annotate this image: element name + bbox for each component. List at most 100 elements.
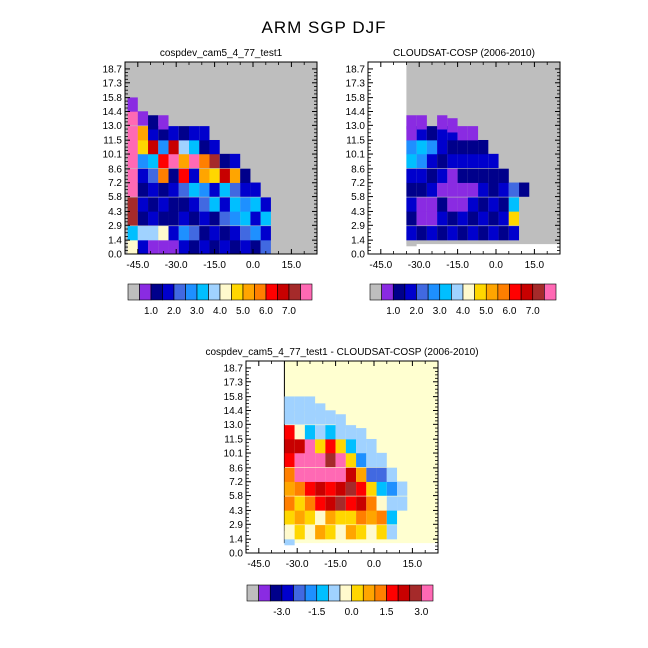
heatmap-cell — [426, 153, 438, 169]
colorbar-box — [397, 584, 411, 602]
heatmap-cell — [416, 126, 427, 141]
heatmap-cell — [209, 226, 220, 241]
colorbar-box — [462, 283, 475, 301]
heatmap-cell — [488, 153, 499, 169]
colorbar-label: 3.0 — [414, 607, 428, 618]
heatmap-cell — [447, 168, 458, 183]
y-tick-label: 2.9 — [108, 221, 122, 232]
colorbar-label: -3.0 — [273, 607, 291, 618]
heatmap-cell — [229, 168, 241, 183]
heatmap-cell — [260, 211, 271, 226]
heatmap-cell — [508, 211, 520, 226]
heatmap-cell — [325, 481, 336, 496]
heatmap-cell — [447, 182, 458, 197]
heatmap-cell — [356, 438, 367, 454]
heatmap-cell — [127, 126, 138, 141]
heatmap-cell — [284, 425, 295, 440]
heatmap-cell — [137, 211, 149, 226]
no-data-region — [246, 543, 438, 553]
heatmap-cell — [386, 481, 398, 496]
heatmap-cell — [209, 211, 220, 226]
heatmap-cell — [457, 182, 468, 197]
heatmap-cell — [335, 467, 346, 482]
heatmap-cell — [457, 211, 468, 226]
y-tick-label: 0.0 — [108, 250, 122, 261]
heatmap-cell — [426, 197, 438, 212]
colorbar-box — [427, 283, 441, 301]
colorbar-box — [139, 283, 152, 301]
heatmap-cell — [178, 226, 189, 241]
heatmap-cell — [315, 525, 326, 540]
heatmap-cell — [189, 197, 200, 212]
heatmap-cell — [447, 211, 458, 226]
heatmap-cell — [219, 168, 230, 183]
heatmap-cell — [488, 211, 499, 226]
heatmap-cell — [127, 239, 138, 255]
heatmap-cell — [498, 168, 509, 183]
y-tick-label: 17.3 — [346, 78, 366, 89]
heatmap-cell — [406, 139, 417, 155]
heatmap-cell — [437, 211, 448, 226]
heatmap-cell — [335, 496, 346, 511]
heatmap-cell — [356, 496, 367, 511]
heatmap-cell — [335, 510, 346, 525]
heatmap-cell — [304, 438, 316, 454]
heatmap-cell — [304, 496, 316, 511]
colorbar-box — [416, 283, 429, 301]
y-tick-label: 17.3 — [103, 78, 123, 89]
y-tick-label: 11.5 — [224, 435, 243, 446]
y-tick-label: 18.7 — [103, 64, 123, 75]
heatmap-cell — [240, 239, 251, 255]
heatmap-cell — [335, 425, 346, 440]
heatmap-cell — [127, 226, 138, 241]
heatmap-cell — [284, 496, 295, 511]
y-tick-label: 17.3 — [224, 377, 244, 388]
heatmap-cell — [498, 182, 509, 197]
heatmap-cell — [325, 496, 336, 511]
heatmap-cell — [304, 525, 316, 540]
colorbar-label: 4.0 — [456, 306, 470, 317]
heatmap-cell — [478, 182, 489, 197]
heatmap-cell — [406, 226, 417, 241]
heatmap-cell — [376, 525, 387, 540]
heatmap-cell — [137, 139, 149, 155]
heatmap-cell — [199, 168, 210, 183]
colorbar-label: 2.0 — [410, 306, 424, 317]
y-tick-label: 15.8 — [103, 93, 123, 104]
colorbar-label: 2.0 — [167, 306, 181, 317]
colorbar-box — [339, 584, 352, 602]
heatmap-cell — [315, 438, 326, 454]
colorbar-box — [208, 283, 221, 301]
heatmap-cell — [467, 153, 479, 169]
x-tick-label: -15.0 — [324, 559, 347, 570]
colorbar-box — [242, 283, 255, 301]
heatmap-cell — [397, 481, 408, 496]
heatmap-cell — [426, 211, 438, 226]
panel-title: cospdev_cam5_4_77_test1 - CLOUDSAT-COSP … — [205, 347, 478, 358]
heatmap-cell — [284, 452, 295, 468]
heatmap-cell — [168, 139, 179, 155]
colorbar-box — [451, 283, 464, 301]
colorbar-box — [544, 283, 557, 301]
heatmap-cell — [335, 452, 346, 468]
heatmap-cell — [325, 452, 336, 468]
colorbar-box — [269, 584, 283, 602]
colorbar-box — [281, 584, 294, 602]
x-tick-label: -15.0 — [203, 260, 226, 271]
heatmap-cell — [189, 211, 200, 226]
colorbar-box — [485, 283, 499, 301]
heatmap-cell — [335, 481, 346, 496]
heatmap-cell — [508, 197, 520, 212]
heatmap-cell — [467, 126, 479, 141]
heatmap-cell — [304, 481, 316, 496]
heatmap-cell — [294, 467, 305, 482]
heatmap-cell — [148, 211, 159, 226]
heatmap-cell — [447, 197, 458, 212]
x-tick-label: 0.0 — [246, 260, 260, 271]
heatmap-cell — [366, 525, 377, 540]
heatmap-cell — [345, 496, 357, 511]
heatmap-cell — [315, 467, 326, 482]
heatmap-cell — [366, 510, 377, 525]
heatmap-cell — [376, 452, 387, 468]
heatmap-cell — [209, 139, 220, 155]
